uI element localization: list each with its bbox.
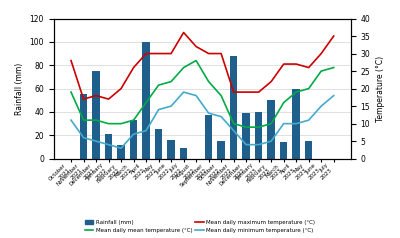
Bar <box>167 140 175 159</box>
Bar <box>230 56 237 159</box>
Bar <box>117 145 125 159</box>
Bar <box>217 141 225 159</box>
Bar <box>92 71 100 159</box>
Bar <box>305 141 312 159</box>
Bar <box>292 89 300 159</box>
Legend: Rainfall (mm), Mean daily mean temperature (°C), Mean daily maximum temperature : Rainfall (mm), Mean daily mean temperatu… <box>83 218 317 235</box>
Bar <box>130 120 137 159</box>
Bar <box>180 148 187 159</box>
Bar <box>280 142 288 159</box>
Bar <box>268 100 275 159</box>
Bar <box>155 129 162 159</box>
Y-axis label: Rainfall (mm): Rainfall (mm) <box>15 62 24 115</box>
Bar <box>242 113 250 159</box>
Bar <box>80 94 87 159</box>
Bar <box>205 115 212 159</box>
Y-axis label: Temperature (°C): Temperature (°C) <box>376 55 385 122</box>
Bar <box>255 112 262 159</box>
Bar <box>105 134 112 159</box>
Bar <box>142 42 150 159</box>
